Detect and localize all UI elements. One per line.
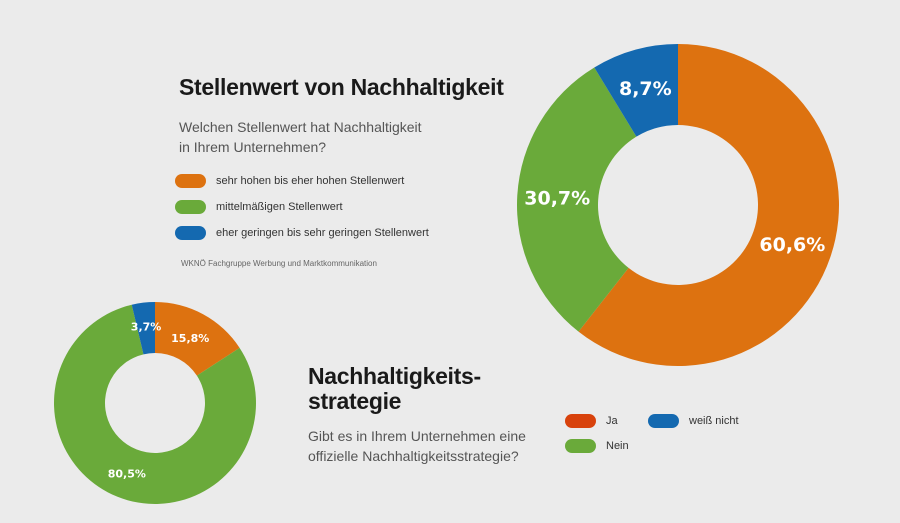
chart1-subtitle: Welchen Stellenwert hat Nachhaltigkeit i… [179, 117, 422, 157]
chart2-subtitle-line: Gibt es in Ihrem Unternehmen eine [308, 428, 526, 444]
legend-item: Ja [565, 414, 618, 428]
data-label: 8,7% [619, 78, 672, 100]
donut-slice [53, 304, 256, 504]
legend-item: mittelmäßigen Stellenwert [175, 200, 343, 214]
donut-slice [594, 44, 678, 137]
donut-slice [131, 302, 155, 355]
data-label: 60,6% [759, 234, 825, 256]
chart1-subtitle-line: in Ihrem Unternehmen? [179, 139, 327, 155]
data-label: 80,5% [108, 467, 146, 480]
legend-label: weiß nicht [689, 415, 739, 427]
legend-item: eher geringen bis sehr geringen Stellenw… [175, 226, 429, 240]
data-label: 15,8% [171, 332, 209, 345]
legend-swatch [175, 200, 206, 214]
chart2-subtitle: Gibt es in Ihrem Unternehmen eine offizi… [308, 426, 526, 466]
legend-swatch [565, 414, 596, 428]
legend-swatch [175, 174, 206, 188]
legend-item: sehr hohen bis eher hohen Stellenwert [175, 174, 404, 188]
data-label: 3,7% [131, 320, 162, 333]
chart2-subtitle-line: offizielle Nachhaltigkeitsstrategie? [308, 448, 519, 464]
donut-slice [155, 302, 240, 376]
chart2-title-line: Nachhaltigkeits- [308, 363, 481, 389]
legend-swatch [175, 226, 206, 240]
chart2-title-line: strategie [308, 388, 402, 414]
legend-label: eher geringen bis sehr geringen Stellenw… [216, 227, 429, 239]
source-note: WKNÖ Fachgruppe Werbung und Marktkommuni… [181, 259, 377, 268]
legend-label: Ja [606, 415, 618, 427]
legend-label: sehr hohen bis eher hohen Stellenwert [216, 175, 405, 187]
chart1-subtitle-line: Welchen Stellenwert hat Nachhaltigkeit [179, 119, 422, 135]
legend-swatch [565, 439, 596, 453]
data-label: 30,7% [524, 187, 590, 209]
legend-item: weiß nicht [648, 414, 739, 428]
chart1-title: Stellenwert von Nachhaltigkeit [179, 74, 504, 100]
donut-slice [578, 44, 839, 366]
legend-label: mittelmäßigen Stellenwert [216, 201, 343, 213]
chart2-title: Nachhaltigkeits- strategie [308, 364, 481, 414]
legend-item: Nein [565, 439, 629, 453]
donut-slice [517, 67, 637, 332]
legend-label: Nein [606, 440, 629, 452]
legend-swatch [648, 414, 679, 428]
